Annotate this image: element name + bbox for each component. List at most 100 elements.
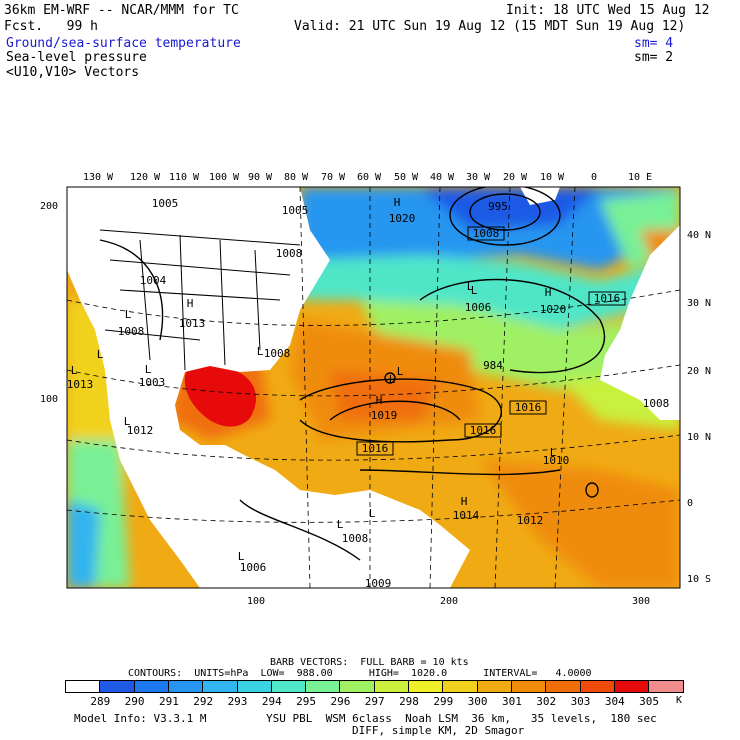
field-label-surface-temperature: Ground/sea-surface temperature (6, 36, 241, 51)
high-pressure-marker: H (376, 394, 383, 407)
colorbar-swatch (442, 680, 479, 693)
colorbar-label: 292 (193, 695, 214, 708)
pressure-label-box (467, 226, 505, 241)
low-pressure-marker: L (145, 363, 152, 376)
colorbar-label: 295 (296, 695, 317, 708)
forecast-hour: Fcst. 99 h (4, 19, 98, 34)
pressure-label: 1020 (540, 303, 567, 316)
colorbar-label: 291 (158, 695, 179, 708)
bottom-axis-tick: 100 (247, 596, 265, 607)
pressure-label: 1003 (139, 376, 166, 389)
latitude-label: 20 N (687, 366, 711, 377)
pressure-label: 1016 (515, 401, 542, 414)
pressure-label: 1016 (362, 442, 389, 455)
colorbar-swatch (579, 680, 616, 693)
pressure-label-box (509, 400, 547, 415)
low-pressure-marker: L (71, 364, 78, 377)
longitude-label: 80 W (284, 172, 309, 183)
longitude-label: 10 E (628, 172, 652, 183)
bottom-axis-tick: 300 (632, 596, 650, 607)
pressure-label: 1008 (643, 397, 670, 410)
colorbar-swatch (648, 680, 685, 693)
longitude-label: 40 W (430, 172, 455, 183)
longitude-label: 20 W (503, 172, 528, 183)
longitude-label: 50 W (394, 172, 419, 183)
field-label-wind-vectors: <U10,V10> Vectors (6, 65, 140, 80)
colorbar-label: 305 (639, 695, 660, 708)
low-pressure-marker: L (97, 348, 104, 361)
pressure-label: 1016 (594, 292, 621, 305)
low-pressure-marker: L (257, 345, 264, 358)
pressure-label: 1012 (517, 514, 544, 527)
land-europe-africa (600, 187, 680, 420)
pressure-label: 984 (483, 359, 503, 372)
pressure-label: 1009 (365, 577, 392, 590)
colorbar-swatch (305, 680, 342, 693)
longitude-label: 90 W (248, 172, 273, 183)
pressure-label: 1006 (240, 561, 267, 574)
model-info: Model Info: V3.3.1 M (74, 712, 207, 725)
model-title: 36km EM-WRF -- NCAR/MMM for TC (4, 3, 239, 18)
map-frame (66, 186, 681, 589)
field-label-sea-level-pressure: Sea-level pressure (6, 50, 147, 65)
colorbar-label: 294 (261, 695, 282, 708)
low-pressure-marker: L (467, 280, 474, 293)
longitude-label: 60 W (357, 172, 382, 183)
colorbar-label: 296 (330, 695, 351, 708)
colorbar-swatch (339, 680, 376, 693)
bottom-axis-tick: 200 (440, 596, 458, 607)
pressure-label: 1008 (342, 532, 369, 545)
colorbar-label: 289 (90, 695, 111, 708)
latitude-label: 0 (687, 498, 693, 509)
barb-vector-legend: BARB VECTORS: FULL BARB = 10 kts (270, 657, 469, 668)
pressure-label: 1005 (282, 204, 309, 217)
colorbar-label: 290 (124, 695, 145, 708)
latitude-label: 40 N (687, 230, 711, 241)
pressure-label: 1013 (179, 317, 206, 330)
pressure-label: 1006 (465, 301, 492, 314)
low-pressure-marker: L (397, 365, 404, 378)
pressure-contours (99, 187, 606, 561)
pressure-label: 1005 (152, 197, 179, 210)
valid-time: Valid: 21 UTC Sun 19 Aug 12 (15 MDT Sun … (294, 19, 686, 34)
low-pressure-marker: L (369, 507, 376, 520)
colorbar-swatch (236, 680, 273, 693)
colorbar-swatch (476, 680, 513, 693)
field-smoothing-surface-temperature: sm= 4 (634, 36, 674, 51)
pressure-label: 1004 (140, 274, 167, 287)
high-pressure-marker: H (545, 286, 552, 299)
left-axis-tick: 100 (40, 394, 58, 405)
pressure-label: 1012 (127, 424, 154, 437)
colorbar-label: 301 (501, 695, 522, 708)
longitude-label: 70 W (321, 172, 346, 183)
left-axis-tick: 200 (40, 201, 58, 212)
land-greenland (520, 187, 560, 205)
high-pressure-marker: H (461, 495, 468, 508)
pressure-label-box (464, 423, 502, 438)
colorbar-swatch (613, 680, 651, 693)
colorbar-label: 297 (364, 695, 385, 708)
sst-hotspot-gulf (184, 363, 257, 427)
colorbar-unit: K (676, 695, 683, 706)
longitude-label: 0 (591, 172, 597, 183)
low-pressure-marker: L (389, 373, 396, 386)
low-pressure-marker: L (337, 518, 344, 531)
longitude-label: 120 W (130, 172, 161, 183)
latitude-label: 10 N (687, 432, 711, 443)
colorbar-swatch (373, 680, 410, 693)
pressure-label-box (588, 291, 626, 306)
pressure-label: 1008 (118, 325, 145, 338)
colorbar-swatch (510, 680, 548, 693)
colorbar-swatch (202, 680, 239, 693)
colorbar-label: 302 (536, 695, 557, 708)
pressure-label: 1019 (371, 409, 398, 422)
high-pressure-marker: H (394, 196, 401, 209)
colorbar-label: 293 (227, 695, 248, 708)
colorbar-swatch (133, 680, 170, 693)
pressure-label: 1008 (264, 347, 291, 360)
pressure-label-box (356, 441, 394, 456)
contour-legend: CONTOURS: UNITS=hPa LOW= 988.00 HIGH= 10… (128, 668, 592, 679)
colorbar-swatch (167, 680, 205, 693)
low-pressure-marker: L (238, 550, 245, 563)
